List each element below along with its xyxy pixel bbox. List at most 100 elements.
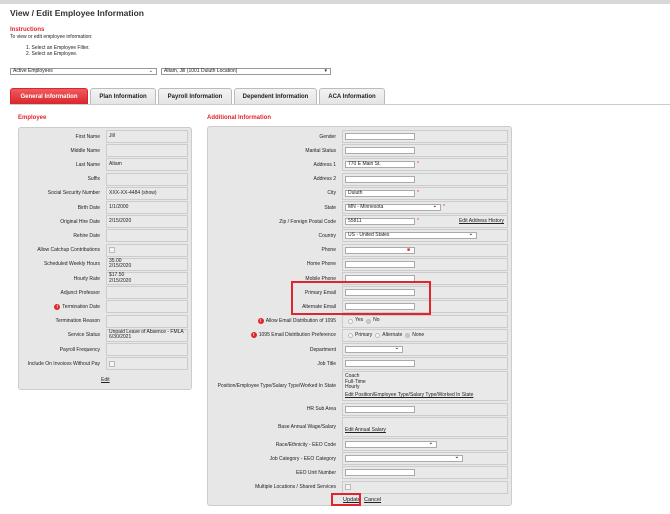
include-on-invoices-without-pay-checkbox[interactable] bbox=[109, 360, 115, 367]
phone-icon[interactable]: ■ bbox=[406, 246, 410, 253]
primary-email-input[interactable] bbox=[345, 289, 415, 297]
field-row-home-phone: Home Phone bbox=[208, 257, 511, 271]
field-row-eeo-unit-number: EEO Unit Number bbox=[208, 466, 511, 480]
hr-sub-area-cell bbox=[342, 402, 508, 416]
address-1-cell: 770 E Main St. * bbox=[342, 158, 508, 172]
field-label: Adjunct Professor bbox=[19, 290, 106, 296]
radio-primary[interactable] bbox=[348, 332, 353, 338]
radio-label-none: None bbox=[412, 331, 425, 338]
info-icon[interactable]: ! bbox=[250, 332, 257, 339]
payroll-frequency-value bbox=[106, 343, 188, 356]
page-title: View / Edit Employee Information bbox=[10, 8, 144, 18]
chevron-down-icon: ⌄ bbox=[432, 203, 437, 209]
eeo-unit-number-input[interactable] bbox=[345, 469, 415, 477]
field-row-include-on-invoices-without-pay: Include On Invoices Without Pay bbox=[19, 357, 191, 371]
edit-link[interactable]: Edit bbox=[101, 377, 110, 383]
radio-alternate[interactable] bbox=[375, 332, 381, 338]
field-label: Birth Date bbox=[19, 205, 106, 211]
address-2-input[interactable] bbox=[345, 175, 415, 183]
base-annual-wage-salary-edit-link[interactable]: Edit Annual Salary bbox=[345, 427, 386, 434]
instructions-heading: Instructions bbox=[10, 27, 45, 33]
field-label: Scheduled Weekly Hours bbox=[19, 261, 106, 267]
race-ethnicity-eeo-code-select[interactable]: ⌄ bbox=[345, 441, 437, 448]
required-indicator: * bbox=[417, 217, 419, 224]
zip-foreign-postal-code-edit-link[interactable]: Edit Address History bbox=[458, 217, 504, 224]
field-row-scheduled-weekly-hours: Scheduled Weekly Hours 35.00 2/15/2020 bbox=[19, 257, 191, 271]
birth-date-value: 1/1/2000 bbox=[106, 201, 188, 214]
gender-input[interactable] bbox=[345, 133, 415, 140]
tab-payroll-information[interactable]: Payroll Information bbox=[158, 88, 232, 104]
address-1-input[interactable]: 770 E Main St. bbox=[345, 161, 415, 169]
hr-sub-area-input[interactable] bbox=[345, 405, 415, 413]
field-row-alternate-email: Alternate Email bbox=[208, 300, 511, 314]
gender-label: Gender bbox=[319, 133, 336, 140]
field-row-original-hire-date: Original Hire Date 2/15/2020 bbox=[19, 215, 191, 229]
highlight-update-button bbox=[331, 493, 361, 506]
city-input[interactable]: Duluth bbox=[345, 189, 415, 197]
scheduled-weekly-hours-label: Scheduled Weekly Hours bbox=[43, 261, 100, 268]
tab-dependent-information[interactable]: Dependent Information bbox=[234, 88, 317, 104]
field-label: City bbox=[208, 190, 342, 196]
home-phone-input[interactable] bbox=[345, 260, 415, 268]
termination-reason-label: Termination Reason bbox=[55, 318, 100, 325]
include-on-invoices-without-pay-value bbox=[106, 357, 188, 371]
termination-reason-value bbox=[106, 314, 188, 328]
job-category-eeo-category-select[interactable]: ⌄ bbox=[345, 455, 463, 463]
phone-label: Phone bbox=[321, 247, 336, 254]
field-label: Race/Ethnicity - EEO Code bbox=[208, 442, 342, 448]
country-select[interactable]: US - United States ⌄ bbox=[345, 232, 477, 240]
chevron-down-icon: ⌄ bbox=[148, 68, 153, 74]
marital-status-input[interactable] bbox=[345, 147, 415, 155]
original-hire-date-value: 2/15/2020 bbox=[106, 215, 188, 229]
info-icon[interactable]: ! bbox=[54, 303, 61, 310]
alternate-email-input[interactable] bbox=[345, 303, 415, 311]
original-hire-date-label: Original Hire Date bbox=[60, 218, 100, 225]
base-annual-wage-salary-cell: Edit Annual Salary bbox=[342, 416, 508, 437]
state-select[interactable]: MN - Minnesota ⌄ bbox=[345, 204, 441, 211]
tab-plan-information[interactable]: Plan Information bbox=[90, 88, 156, 104]
primary-email-label: Primary Email bbox=[304, 289, 336, 296]
zip-foreign-postal-code-value: 55811 bbox=[348, 218, 362, 225]
field-label: Include On Invoices Without Pay bbox=[19, 361, 106, 367]
job-title-input[interactable] bbox=[345, 360, 415, 368]
field-label: Position/Employee Type/Salary Type/Worke… bbox=[208, 383, 342, 389]
field-row-1095-email-distribution-preference: ! 1095 Email Distribution Preference Prima… bbox=[208, 328, 511, 342]
marital-status-label: Marital Status bbox=[305, 147, 336, 154]
tab-aca-information[interactable]: ACA Information bbox=[319, 88, 385, 104]
phone-input[interactable]: ■ bbox=[345, 246, 415, 254]
field-row-hourly-rate: Hourly Rate $17.50 2/15/2020 bbox=[19, 272, 191, 285]
tab-general-information[interactable]: General Information bbox=[10, 88, 88, 104]
first-name-value: Jill bbox=[106, 130, 188, 143]
field-label: ! 1095 Email Distribution Preference bbox=[208, 332, 342, 339]
radio-yes[interactable] bbox=[348, 318, 353, 324]
employee-filter-select[interactable]: Active Employees ⌄ bbox=[10, 68, 157, 75]
update-button[interactable]: Update bbox=[343, 497, 361, 503]
cancel-button[interactable]: Cancel bbox=[364, 497, 382, 503]
social-security-number-value: XXX-XX-4484 (show) bbox=[106, 186, 188, 200]
required-indicator: * bbox=[443, 203, 445, 210]
field-label: Base Annual Wage/Salary bbox=[208, 424, 342, 430]
field-row-zip-foreign-postal-code: Zip / Foreign Postal Code 55811 * Edit Addr… bbox=[208, 215, 511, 229]
phone-cell: ■ bbox=[342, 243, 508, 257]
home-phone-cell bbox=[342, 257, 508, 271]
radio-label-primary: Primary bbox=[355, 331, 373, 338]
radio-none[interactable] bbox=[405, 332, 411, 338]
allow-catchup-contributions-checkbox[interactable] bbox=[109, 247, 115, 254]
alternate-email-cell bbox=[342, 300, 508, 314]
field-label: Payroll Frequency bbox=[19, 347, 106, 353]
field-label: Home Phone bbox=[208, 261, 342, 267]
info-icon[interactable]: ! bbox=[257, 318, 264, 325]
instructions-steps: 1. Select an Employee Filter. 2. Select … bbox=[26, 45, 90, 57]
zip-foreign-postal-code-input[interactable]: 55811 bbox=[345, 218, 415, 226]
field-row-adjunct-professor: Adjunct Professor bbox=[19, 286, 191, 300]
radio-no[interactable] bbox=[366, 318, 372, 324]
department-select[interactable]: ⌄ bbox=[345, 346, 403, 353]
tab-bar: General Information Plan Information Pay… bbox=[10, 88, 385, 104]
address-1-value: 770 E Main St. bbox=[348, 161, 381, 168]
position-employee-type-salary-type-worked-in-state-edit-link[interactable]: Edit Position/Employee Type/Salary Type/… bbox=[345, 391, 474, 398]
multiple-locations-shared-services-checkbox[interactable] bbox=[345, 484, 351, 491]
field-row-rehire-date: Rehire Date bbox=[19, 229, 191, 243]
employee-select[interactable]: Altam, Jill (1001 Duluth Location) ▾ bbox=[161, 68, 331, 75]
employee-heading: Employee bbox=[18, 115, 47, 121]
field-row-address-2: Address 2 bbox=[208, 172, 511, 186]
